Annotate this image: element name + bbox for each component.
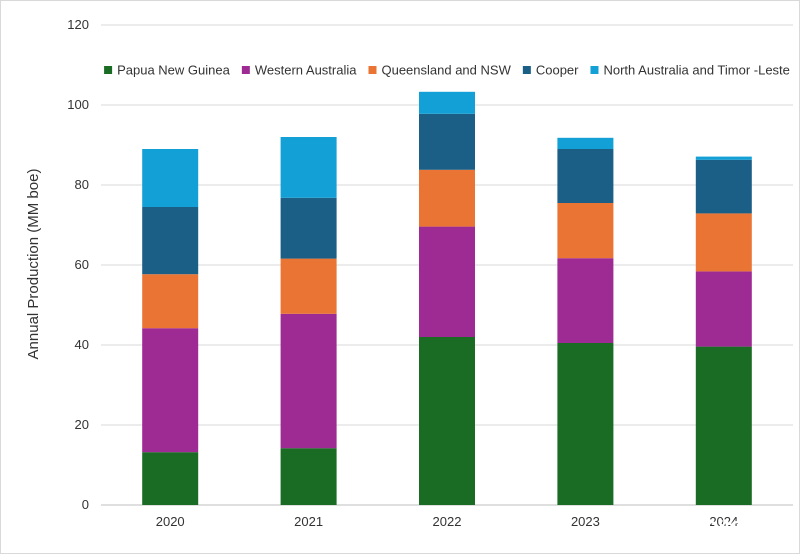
bar-segment[interactable]: North Australia and Timor -Leste 2022: 5…: [419, 91, 475, 114]
bar-segment[interactable]: Western Australia 2021: 33.6: [280, 313, 337, 449]
x-tick-label: 2023: [571, 514, 600, 529]
bar-segment[interactable]: Cooper 2024: 13.4: [695, 159, 752, 214]
x-axis-ticks: 2020 2021 2022 2023 2024: [156, 514, 739, 529]
x-tick-label: 2020: [156, 514, 185, 529]
bars: Papua New Guinea 2020: 13.2Western Austr…: [142, 91, 752, 505]
bar-segment[interactable]: North Australia and Timor -Leste 2020: 1…: [142, 149, 199, 207]
x-tick-label: 2024: [709, 514, 738, 529]
y-axis-title: Annual Production (MM boe): [25, 169, 42, 360]
bar-segment[interactable]: Queensland and NSW 2022: 14.2: [419, 169, 475, 227]
bar-segment[interactable]: Papua New Guinea 2024: 39.6: [695, 346, 752, 505]
y-tick-label: 120: [67, 17, 89, 32]
bar-segment[interactable]: Western Australia 2023: 21.2: [557, 258, 614, 343]
bar-segment[interactable]: Cooper 2023: 13.5: [557, 149, 614, 203]
bar-segment[interactable]: Queensland and NSW 2020: 13.5: [142, 274, 199, 329]
bar-segment[interactable]: Western Australia 2024: 18.8: [695, 271, 752, 347]
y-tick-label: 60: [75, 257, 89, 272]
bar-segment[interactable]: Queensland and NSW 2024: 14.5: [695, 213, 752, 272]
bar-segment[interactable]: Papua New Guinea 2021: 14.2: [280, 448, 337, 505]
y-tick-label: 100: [67, 97, 89, 112]
legend-label: Western Australia: [255, 63, 357, 78]
legend: Papua New Guinea Western Australia Queensl…: [104, 63, 790, 78]
bar-segment[interactable]: Western Australia 2020: 31: [142, 328, 199, 453]
y-axis-ticks: 0 20 40 60 80 100 120: [67, 17, 89, 512]
watermark: 雪球：OilGas: [611, 514, 767, 540]
legend-label: North Australia and Timor -Leste: [603, 63, 789, 78]
snowball-logo-icon: [611, 514, 637, 540]
watermark-text: 雪球：OilGas: [643, 517, 767, 540]
bar-segment[interactable]: Western Australia 2022: 27.6: [419, 226, 475, 337]
bar-segment[interactable]: North Australia and Timor -Leste 2021: 1…: [280, 137, 337, 198]
bar-segment[interactable]: North Australia and Timor -Leste 2024: 0…: [695, 156, 752, 160]
y-tick-label: 40: [75, 337, 89, 352]
bar-segment[interactable]: Papua New Guinea 2022: 42: [419, 337, 475, 505]
x-tick-label: 2022: [433, 514, 462, 529]
bar-segment[interactable]: Cooper 2021: 15.2: [280, 197, 337, 259]
bar-segment[interactable]: Cooper 2020: 16.8: [142, 207, 199, 275]
y-tick-label: 0: [82, 497, 89, 512]
legend-swatch: [241, 66, 250, 74]
legend-label: Cooper: [536, 63, 579, 78]
legend-swatch: [522, 66, 531, 74]
legend-label: Queensland and NSW: [381, 63, 511, 78]
bar-segment[interactable]: Papua New Guinea 2023: 40.5: [557, 343, 614, 505]
bar-segment[interactable]: Cooper 2022: 14: [419, 113, 475, 170]
x-tick-label: 2021: [294, 514, 323, 529]
bar-segment[interactable]: Queensland and NSW 2021: 13.8: [280, 258, 337, 314]
bar-segment[interactable]: North Australia and Timor -Leste 2023: 2…: [557, 137, 614, 149]
legend-swatch: [590, 66, 599, 74]
y-tick-label: 80: [75, 177, 89, 192]
bar-segment[interactable]: Queensland and NSW 2023: 13.8: [557, 203, 614, 259]
bar-segment[interactable]: Papua New Guinea 2020: 13.2: [142, 452, 199, 505]
legend-swatch: [104, 66, 113, 74]
y-tick-label: 20: [75, 417, 89, 432]
legend-label: Papua New Guinea: [117, 63, 231, 78]
legend-swatch: [368, 66, 377, 74]
